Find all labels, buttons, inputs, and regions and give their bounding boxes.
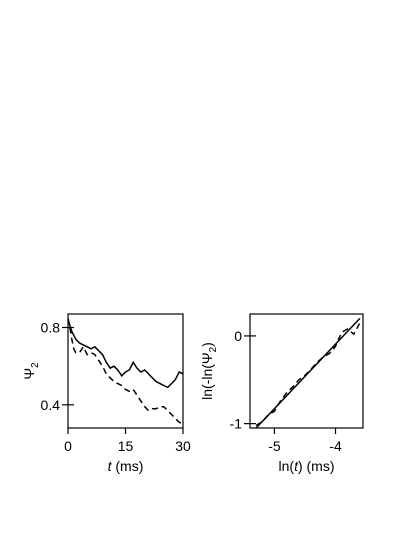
y-tick-label: 0.4: [41, 397, 61, 413]
y-tick-label: -1: [230, 416, 243, 432]
y-tick-label: 0: [234, 328, 242, 344]
y-axis-label: Ψ2: [21, 362, 41, 380]
x-tick-label: 30: [175, 438, 191, 454]
x-tick-label: 0: [64, 438, 72, 454]
x-axis-label: t (ms): [108, 458, 144, 474]
plot-frame: [67, 313, 184, 429]
series-solid-line: [68, 319, 183, 389]
y-axis-label: ln(-ln(Ψ2): [199, 342, 219, 400]
series-dashed-line: [68, 317, 183, 425]
x-tick-label: 15: [118, 438, 134, 454]
x-axis-label: ln(t) (ms): [279, 458, 335, 474]
x-tick-label: -4: [329, 438, 342, 454]
plot-frame: [249, 313, 364, 429]
x-tick-label: -5: [268, 438, 281, 454]
right-panel: -5 -4 -1 0 ln(t) (ms) ln(-ln(Ψ2): [199, 313, 364, 474]
series-dashed-line: [255, 322, 361, 427]
y-tick-label: 0.8: [41, 320, 61, 336]
left-panel: 0 15 30 0.4 0.8 t (ms) Ψ2: [21, 313, 191, 474]
